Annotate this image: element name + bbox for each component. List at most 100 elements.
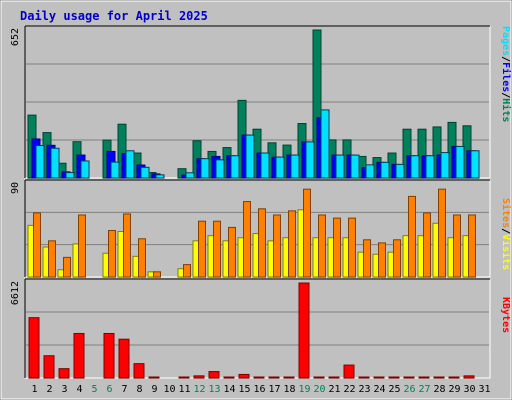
x-tick-label: 4 xyxy=(76,384,82,395)
x-tick-label: 15 xyxy=(238,384,250,395)
bar-kbytes xyxy=(43,355,55,379)
bar-pages xyxy=(305,141,315,179)
x-tick-label: 7 xyxy=(121,384,127,395)
bar-kbytes xyxy=(343,364,355,379)
x-tick-label: 30 xyxy=(463,384,475,395)
bar-pages xyxy=(65,172,75,179)
bar-pages xyxy=(335,154,345,179)
bar-kbytes xyxy=(58,368,70,379)
bar-pages xyxy=(275,156,285,179)
bar-kbytes xyxy=(418,376,430,379)
bar-sites xyxy=(363,239,371,278)
bar-pages xyxy=(455,145,465,179)
bar-pages xyxy=(470,150,480,179)
x-tick-label: 27 xyxy=(418,384,430,395)
bar-pages xyxy=(395,163,405,179)
x-tick-label: 31 xyxy=(478,384,490,395)
x-axis: 1 2 3 4 5 6 7 8 9 10 11 12 13 14 15 16 17 18 19 20 21 22 23 24 2… xyxy=(31,384,490,395)
x-tick-label: 16 xyxy=(253,384,265,395)
x-tick-label: 29 xyxy=(448,384,460,395)
bar-sites xyxy=(228,226,236,278)
chart-title: Daily usage for April 2025 xyxy=(20,9,208,23)
bar-sites xyxy=(123,213,131,278)
bar-pages xyxy=(140,166,150,179)
x-tick-label: 9 xyxy=(151,384,157,395)
x-tick-label: 11 xyxy=(178,384,190,395)
bar-kbytes xyxy=(178,376,190,379)
bar-sites xyxy=(108,230,116,278)
x-tick-label: 3 xyxy=(61,384,67,395)
x-tick-label: 19 xyxy=(298,384,310,395)
bar-kbytes xyxy=(208,371,220,379)
x-tick-label: 23 xyxy=(358,384,370,395)
bar-sites xyxy=(408,195,416,278)
x-tick-label: 22 xyxy=(343,384,355,395)
bar-pages xyxy=(35,145,45,179)
bar-pages xyxy=(200,158,210,179)
bars-hits-files-pages xyxy=(27,29,480,179)
legend-separator: / xyxy=(500,228,511,234)
chart-panels: 652 Pages/Files/Hits90Sites/Visits6612KBy… xyxy=(10,25,512,379)
bar-sites xyxy=(63,256,71,278)
bar-kbytes xyxy=(118,338,130,379)
bar-kbytes xyxy=(313,376,325,379)
bar-sites xyxy=(48,240,56,278)
bar-pages xyxy=(350,154,360,179)
legend-entry: Pages xyxy=(500,26,511,56)
bar-sites xyxy=(333,217,341,278)
x-tick-label: 10 xyxy=(163,384,175,395)
bar-pages xyxy=(260,152,270,179)
bar-pages xyxy=(410,155,420,179)
bar-kbytes xyxy=(193,375,205,379)
x-tick-label: 18 xyxy=(283,384,295,395)
y-axis-max-label: 652 xyxy=(10,28,21,46)
x-tick-label: 25 xyxy=(388,384,400,395)
legend: Sites/Visits xyxy=(500,198,512,270)
bar-sites xyxy=(468,214,476,278)
bar-kbytes xyxy=(328,376,340,379)
bar-kbytes xyxy=(463,375,475,379)
bar-sites xyxy=(318,214,326,278)
bar-sites xyxy=(198,220,206,278)
bar-sites xyxy=(213,220,221,278)
legend-separator: / xyxy=(500,56,511,62)
bar-pages xyxy=(440,152,450,179)
bar-pages xyxy=(245,134,255,179)
bar-pages xyxy=(380,161,390,179)
bar-sites xyxy=(138,238,146,278)
bar-sites xyxy=(33,212,41,278)
x-tick-label: 6 xyxy=(106,384,112,395)
bar-pages xyxy=(290,154,300,179)
legend: KBytes xyxy=(500,297,511,333)
bar-pages xyxy=(215,159,225,179)
bar-kbytes xyxy=(148,376,160,379)
bar-kbytes xyxy=(448,376,460,379)
x-tick-label: 21 xyxy=(328,384,340,395)
bar-sites xyxy=(243,201,251,278)
bar-sites xyxy=(378,242,386,278)
bar-kbytes xyxy=(268,376,280,379)
bar-sites xyxy=(258,208,266,278)
x-tick-label: 12 xyxy=(193,384,205,395)
x-tick-label: 1 xyxy=(31,384,37,395)
bar-kbytes xyxy=(433,376,445,379)
bar-sites xyxy=(393,239,401,278)
bar-kbytes xyxy=(103,332,115,379)
bar-kbytes xyxy=(223,376,235,379)
x-tick-label: 26 xyxy=(403,384,415,395)
legend-entry: Files xyxy=(500,62,512,92)
bar-kbytes xyxy=(283,376,295,379)
bar-sites xyxy=(423,212,431,278)
x-tick-label: 14 xyxy=(223,384,235,395)
x-tick-label: 28 xyxy=(433,384,445,395)
x-tick-label: 8 xyxy=(136,384,142,395)
bar-sites xyxy=(348,217,356,278)
bar-pages xyxy=(425,155,435,179)
bar-kbytes xyxy=(253,376,265,379)
x-tick-label: 17 xyxy=(268,384,280,395)
bar-sites xyxy=(273,214,281,278)
bar-sites xyxy=(303,188,311,278)
legend-separator: / xyxy=(500,92,511,98)
x-tick-label: 20 xyxy=(313,384,325,395)
